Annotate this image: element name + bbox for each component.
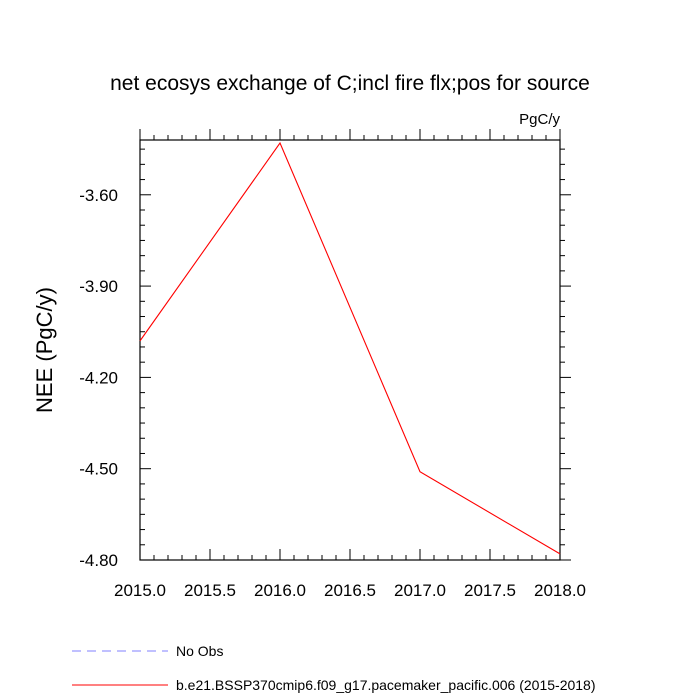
x-tick-label: 2017.0 <box>394 581 446 600</box>
chart-title: net ecosys exchange of C;incl fire flx;p… <box>110 72 590 95</box>
series-line-1 <box>139 141 561 555</box>
x-tick-label: 2017.5 <box>464 581 516 600</box>
series-layer <box>139 141 561 555</box>
y-axis-label: NEE (PgC/y) <box>32 287 57 413</box>
x-tick-label: 2015.5 <box>184 581 236 600</box>
x-tick-label: 2016.0 <box>254 581 306 600</box>
plot-border <box>139 139 561 561</box>
units-label: PgC/y <box>519 111 560 128</box>
y-tick-label: -4.80 <box>79 551 118 570</box>
legend-label-1: b.e21.BSSP370cmip6.f09_g17.pacemaker_pac… <box>176 677 596 693</box>
x-tick-label: 2018.0 <box>534 581 586 600</box>
y-axis-ticks: -3.60 -3.90 -4.20 -4.50 -4.80 <box>79 148 571 570</box>
legend-label-0: No Obs <box>176 643 223 659</box>
plot-frame <box>139 139 561 561</box>
x-tick-label: 2015.0 <box>114 581 166 600</box>
y-tick-label: -3.90 <box>79 277 118 296</box>
y-tick-label: -4.20 <box>79 368 118 387</box>
legend: No Obs b.e21.BSSP370cmip6.f09_g17.pacemak… <box>72 643 596 693</box>
x-tick-label: 2016.5 <box>324 581 376 600</box>
y-tick-label: -3.60 <box>79 186 118 205</box>
y-tick-label: -4.50 <box>79 460 118 479</box>
x-axis-ticks: 2015.0 2015.5 2016.0 2016.5 2017.0 2017.5 2018… <box>114 129 586 600</box>
